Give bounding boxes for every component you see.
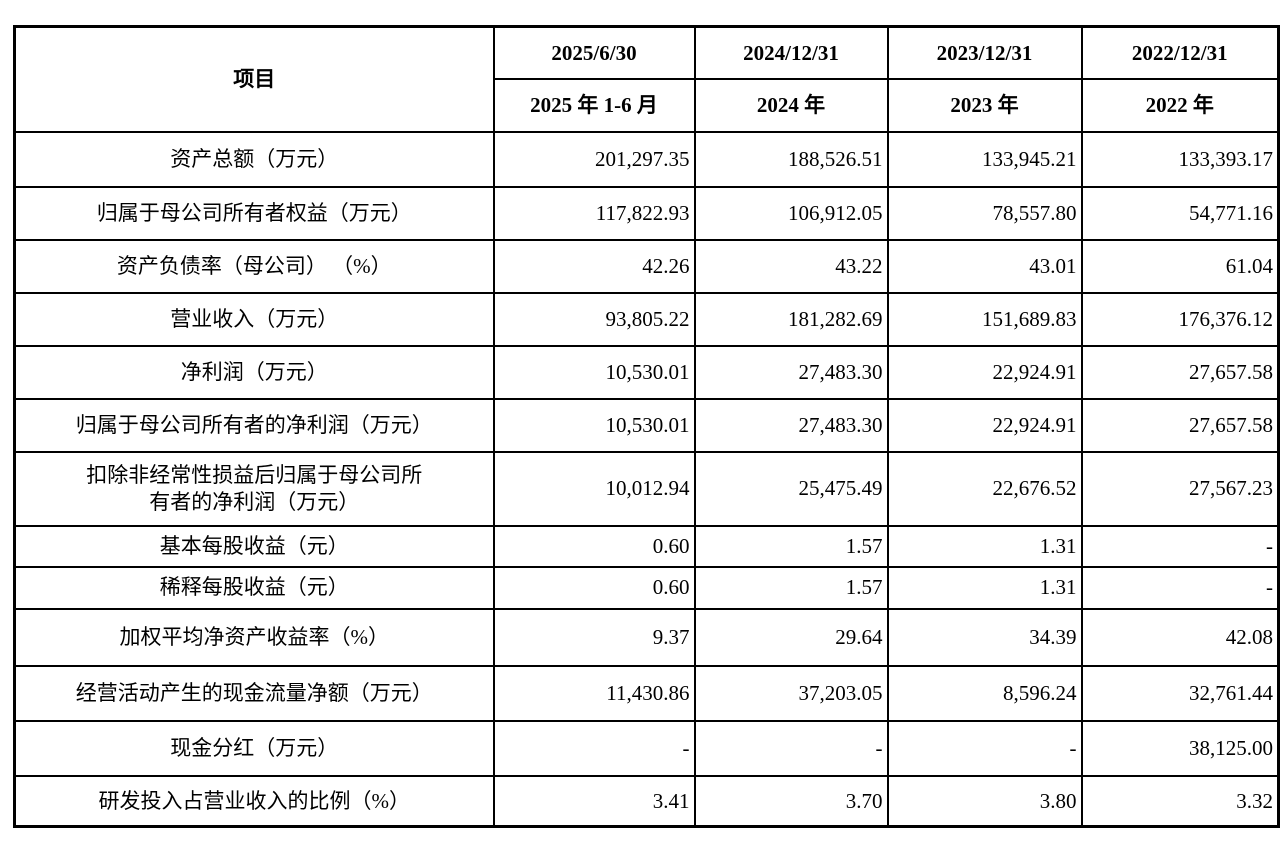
value-cell: 27,483.30 bbox=[693, 344, 889, 400]
value-cell: 37,203.05 bbox=[693, 664, 889, 722]
value-cell: 27,483.30 bbox=[693, 397, 889, 453]
value-cell: 0.60 bbox=[492, 565, 696, 610]
column-header-period-4: 2022 年 bbox=[1080, 77, 1280, 133]
value-cell: 151,689.83 bbox=[886, 291, 1083, 347]
table-row: 稀释每股收益（元） 0.60 1.57 1.31- bbox=[13, 565, 1280, 610]
row-label: 基本每股收益（元） bbox=[13, 524, 495, 568]
table-row: 归属于母公司所有者的净利润（万元） 10,530.01 27,483.30 22,92… bbox=[13, 397, 1280, 453]
table-row: 营业收入（万元） 93,805.22 181,282.69 151,689.83 176… bbox=[13, 291, 1280, 347]
value-cell: 43.01 bbox=[886, 238, 1083, 294]
row-label: 研发投入占营业收入的比例（%） bbox=[13, 774, 495, 828]
value-cell: 25,475.49 bbox=[693, 450, 889, 527]
value-cell: 0.60 bbox=[492, 524, 696, 568]
value-cell: 1.31 bbox=[886, 524, 1083, 568]
row-label: 稀释每股收益（元） bbox=[13, 565, 495, 610]
column-header-date-2: 2024/12/31 bbox=[693, 25, 889, 80]
header-row-dates: 项目 2025/6/30 2024/12/31 2023/12/31 2022/… bbox=[13, 25, 1280, 133]
row-label: 经营活动产生的现金流量净额（万元） bbox=[13, 664, 495, 722]
table-row: 基本每股收益（元） 0.60 1.57 1.31- bbox=[13, 524, 1280, 568]
header-row-periods: 2025 年 1-6 月 2024 年 2023 年 2022 年 bbox=[15, 77, 1280, 133]
value-cell: 34.39 bbox=[886, 607, 1083, 667]
value-cell: 22,924.91 bbox=[886, 397, 1083, 453]
value-cell: 93,805.22 bbox=[492, 291, 696, 347]
value-cell: 176,376.12 bbox=[1080, 291, 1280, 347]
row-label: 归属于母公司所有者的净利润（万元） bbox=[13, 397, 495, 453]
value-cell: 188,526.51 bbox=[693, 130, 889, 188]
table-row: 资产负债率（母公司） （%） 42.26 43.22 43.01 61.04 bbox=[13, 238, 1280, 294]
table-header: 项目 2025/6/30 2024/12/31 2023/12/31 2022/… bbox=[13, 25, 1280, 133]
value-cell: 22,924.91 bbox=[886, 344, 1083, 400]
row-label: 归属于母公司所有者权益（万元） bbox=[13, 185, 495, 241]
value-cell: - bbox=[1080, 524, 1280, 568]
value-cell: 181,282.69 bbox=[693, 291, 889, 347]
value-cell: 117,822.93 bbox=[492, 185, 696, 241]
value-cell: 11,430.86 bbox=[492, 664, 696, 722]
value-cell: 133,393.17 bbox=[1080, 130, 1280, 188]
row-label: 现金分红（万元） bbox=[13, 719, 495, 777]
value-cell: 3.70 bbox=[693, 774, 889, 828]
table-row: 研发投入占营业收入的比例（%） 3.41 3.70 3.80 3.32 bbox=[13, 774, 1280, 828]
value-cell: 201,297.35 bbox=[492, 130, 696, 188]
value-cell: 42.26 bbox=[492, 238, 696, 294]
value-cell: - bbox=[693, 719, 889, 777]
value-cell: 3.80 bbox=[886, 774, 1083, 828]
table-row: 净利润（万元） 10,530.01 27,483.30 22,924.91 27,657… bbox=[13, 344, 1280, 400]
value-cell: - bbox=[1080, 565, 1280, 610]
financial-summary-table: 项目 2025/6/30 2024/12/31 2023/12/31 2022/… bbox=[13, 25, 1280, 828]
value-cell: 27,567.23 bbox=[1080, 450, 1280, 527]
value-cell: 10,012.94 bbox=[492, 450, 696, 527]
column-header-date-4: 2022/12/31 bbox=[1080, 25, 1280, 80]
column-header-period-1: 2025 年 1-6 月 bbox=[492, 77, 696, 133]
value-cell: 27,657.58 bbox=[1080, 397, 1280, 453]
row-label: 扣除非经常性损益后归属于母公司所 有者的净利润（万元） bbox=[13, 450, 495, 527]
value-cell: 10,530.01 bbox=[492, 397, 696, 453]
value-cell: 32,761.44 bbox=[1080, 664, 1280, 722]
row-label: 加权平均净资产收益率（%） bbox=[13, 607, 495, 667]
column-header-date-1: 2025/6/30 bbox=[492, 25, 696, 80]
value-cell: 1.31 bbox=[886, 565, 1083, 610]
value-cell: 22,676.52 bbox=[886, 450, 1083, 527]
row-label: 资产负债率（母公司） （%） bbox=[13, 238, 495, 294]
value-cell: - bbox=[492, 719, 696, 777]
table-row: 资产总额（万元） 201,297.35 188,526.51 133,945.21 13… bbox=[13, 130, 1280, 188]
value-cell: 133,945.21 bbox=[886, 130, 1083, 188]
value-cell: 61.04 bbox=[1080, 238, 1280, 294]
value-cell: 29.64 bbox=[693, 607, 889, 667]
table-row: 加权平均净资产收益率（%） 9.37 29.64 34.39 42.08 bbox=[13, 607, 1280, 667]
row-label: 营业收入（万元） bbox=[13, 291, 495, 347]
table-row: 扣除非经常性损益后归属于母公司所 有者的净利润（万元） 10,012.94 25,4… bbox=[13, 450, 1280, 527]
value-cell: 42.08 bbox=[1080, 607, 1280, 667]
row-label: 资产总额（万元） bbox=[13, 130, 495, 188]
row-label: 净利润（万元） bbox=[13, 344, 495, 400]
value-cell: 9.37 bbox=[492, 607, 696, 667]
value-cell: 106,912.05 bbox=[693, 185, 889, 241]
value-cell: 78,557.80 bbox=[886, 185, 1083, 241]
value-cell: 8,596.24 bbox=[886, 664, 1083, 722]
value-cell: 3.32 bbox=[1080, 774, 1280, 828]
table-row: 现金分红（万元） - - -38,125.00 bbox=[13, 719, 1280, 777]
value-cell: 38,125.00 bbox=[1080, 719, 1280, 777]
value-cell: 1.57 bbox=[693, 565, 889, 610]
table-row: 经营活动产生的现金流量净额（万元） 11,430.86 37,203.05 8,596… bbox=[13, 664, 1280, 722]
value-cell: 10,530.01 bbox=[492, 344, 696, 400]
value-cell: - bbox=[886, 719, 1083, 777]
table-body: 资产总额（万元） 201,297.35 188,526.51 133,945.21 13… bbox=[13, 130, 1280, 828]
column-header-period-2: 2024 年 bbox=[693, 77, 889, 133]
value-cell: 3.41 bbox=[492, 774, 696, 828]
value-cell: 54,771.16 bbox=[1080, 185, 1280, 241]
value-cell: 1.57 bbox=[693, 524, 889, 568]
corner-header-item: 项目 bbox=[13, 25, 495, 133]
column-header-date-3: 2023/12/31 bbox=[886, 25, 1083, 80]
value-cell: 43.22 bbox=[693, 238, 889, 294]
column-header-period-3: 2023 年 bbox=[886, 77, 1083, 133]
value-cell: 27,657.58 bbox=[1080, 344, 1280, 400]
table-row: 归属于母公司所有者权益（万元） 117,822.93 106,912.05 78,55… bbox=[13, 185, 1280, 241]
